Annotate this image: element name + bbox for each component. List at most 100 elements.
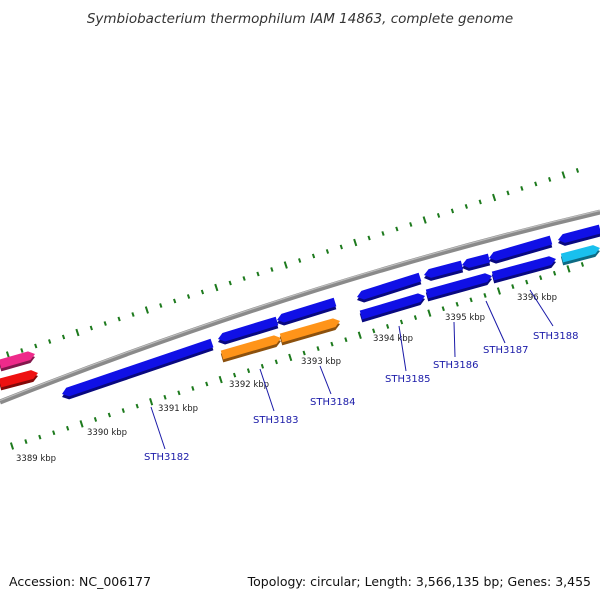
- tick-mark-inner: [79, 420, 84, 428]
- tick-mark-outer: [561, 171, 566, 179]
- tick-mark-inner: [9, 442, 15, 450]
- tick-mark-outer: [506, 190, 510, 196]
- tick-mark-inner: [191, 386, 195, 391]
- tick-mark-outer: [34, 343, 38, 349]
- gene-arrow: [218, 316, 279, 345]
- tick-mark-inner: [24, 439, 28, 444]
- gene-arrow: [462, 253, 491, 271]
- tick-mark-outer: [450, 208, 455, 214]
- tick-mark-inner: [316, 346, 320, 351]
- gene-arrow: [489, 235, 553, 264]
- tick-mark-outer: [117, 316, 121, 322]
- tick-mark-inner: [163, 394, 167, 400]
- kbp-label: 3395 kbp: [445, 313, 485, 323]
- tick-mark-outer: [242, 276, 246, 281]
- tick-mark-outer: [575, 168, 580, 173]
- tick-mark-outer: [144, 306, 149, 314]
- kbp-label: 3396 kbp: [517, 293, 557, 303]
- tick-mark-outer: [395, 226, 399, 232]
- gene-arrow: [220, 335, 281, 363]
- tick-mark-inner: [427, 309, 432, 317]
- tick-mark-inner: [386, 324, 390, 329]
- tick-mark-outer: [214, 283, 219, 292]
- gene-label-leader: [529, 289, 554, 327]
- tick-mark-inner: [330, 341, 334, 347]
- gene-label-leader: [259, 368, 275, 412]
- tick-mark-inner: [288, 353, 293, 362]
- tick-mark-outer: [478, 199, 482, 205]
- tick-mark-inner: [496, 287, 501, 295]
- tick-mark-inner: [205, 381, 209, 387]
- tick-mark-inner: [525, 279, 529, 285]
- tick-mark-inner: [232, 372, 237, 378]
- gene-label: STH3184: [310, 397, 355, 408]
- tick-mark-outer: [200, 289, 205, 295]
- kbp-label: 3390 kbp: [87, 428, 127, 438]
- gene-label-leader: [398, 325, 407, 372]
- gene-arrow: [62, 338, 214, 400]
- outer-tick-marks: [5, 168, 580, 359]
- gene-label: STH3182: [144, 452, 189, 463]
- tick-mark-outer: [492, 193, 497, 202]
- gene-label: STH3186: [433, 360, 478, 371]
- gene-label: STH3187: [483, 345, 528, 356]
- tick-mark-inner: [274, 359, 278, 365]
- tick-mark-inner: [552, 270, 557, 276]
- tick-mark-outer: [20, 348, 24, 353]
- tick-mark-inner: [149, 397, 154, 406]
- tick-mark-outer: [283, 261, 288, 269]
- tick-mark-outer: [311, 253, 316, 259]
- tick-mark-inner: [52, 430, 56, 436]
- tick-mark-inner: [260, 363, 265, 369]
- tick-mark-outer: [228, 280, 232, 286]
- tick-mark-outer: [186, 294, 191, 299]
- tick-mark-inner: [539, 275, 543, 281]
- gene-label-leader: [485, 300, 506, 344]
- tick-mark-inner: [580, 262, 585, 267]
- gene-arrow: [357, 272, 422, 303]
- map-title: Symbiobacterium thermophilum IAM 14863, …: [87, 11, 513, 27]
- gene-label-leader: [150, 406, 166, 450]
- tick-mark-outer: [353, 238, 358, 247]
- tick-mark-inner: [357, 331, 362, 340]
- tick-mark-inner: [511, 284, 515, 289]
- tick-mark-outer: [159, 303, 163, 308]
- gene-arrow: [359, 293, 425, 323]
- tick-mark-inner: [66, 425, 70, 431]
- genome-backbone: [0, 209, 600, 405]
- kbp-scale-labels: 3389 kbp 3390 kbp 3391 kbp 3392 kbp 3393 kbp…: [16, 293, 557, 464]
- tick-mark-inner: [399, 319, 404, 325]
- tick-mark-outer: [548, 177, 552, 182]
- tick-mark-inner: [302, 350, 306, 356]
- tick-mark-outer: [270, 267, 274, 272]
- tick-mark-outer: [436, 213, 441, 218]
- tick-mark-inner: [344, 337, 348, 343]
- gene-arrow: [491, 256, 556, 284]
- gene-arrow: [558, 224, 600, 246]
- tick-mark-outer: [464, 204, 468, 209]
- tick-mark-outer: [298, 258, 302, 263]
- gene-arrow: [0, 351, 35, 372]
- tick-mark-outer: [48, 339, 52, 344]
- gene-features: [0, 224, 600, 400]
- tick-mark-inner: [372, 328, 376, 334]
- tick-mark-outer: [131, 312, 135, 317]
- tick-mark-inner: [121, 408, 125, 413]
- tick-mark-outer: [61, 334, 66, 340]
- tick-mark-outer: [75, 328, 80, 337]
- kbp-label: 3393 kbp: [301, 357, 341, 367]
- tick-mark-inner: [455, 301, 459, 307]
- tick-mark-outer: [520, 186, 524, 191]
- tick-mark-inner: [177, 390, 181, 396]
- tick-mark-outer: [173, 298, 177, 304]
- gene-arrow: [279, 318, 340, 346]
- tick-mark-inner: [566, 265, 571, 273]
- tick-mark-outer: [422, 216, 427, 224]
- tick-mark-outer: [103, 321, 107, 326]
- tick-mark-outer: [409, 222, 413, 227]
- gene-label: STH3188: [533, 331, 578, 342]
- tick-mark-inner: [38, 434, 42, 440]
- gene-arrow: [0, 370, 38, 391]
